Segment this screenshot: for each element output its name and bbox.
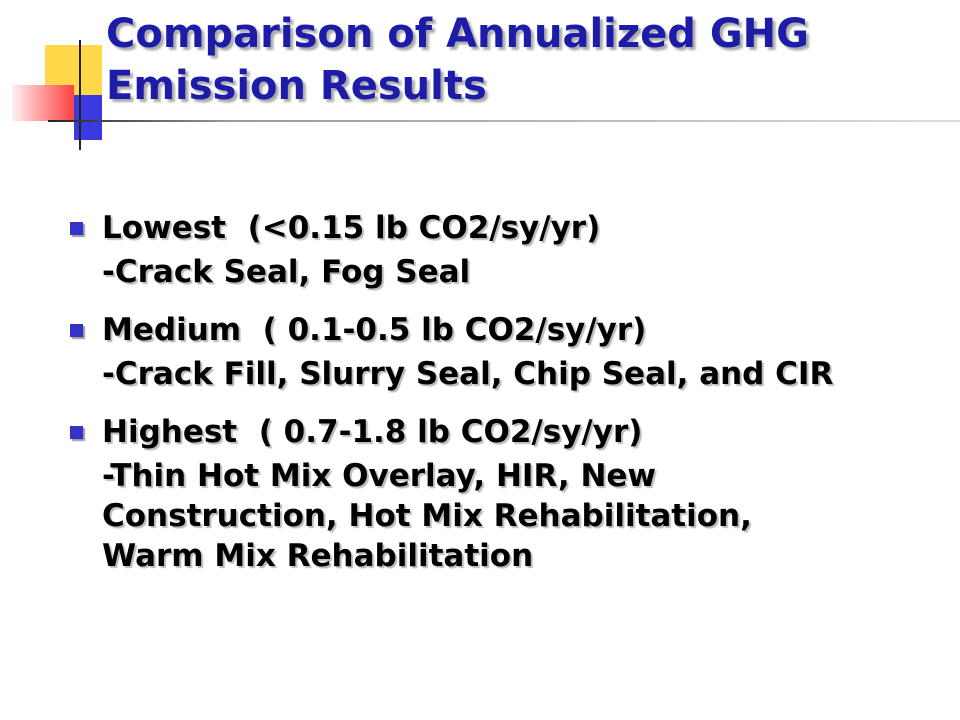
bullet-detail: -Crack Fill, Slurry Seal, Chip Seal, and… [102, 356, 834, 392]
blue-square [74, 95, 102, 140]
horizontal-line [48, 120, 960, 122]
bullet-item: Highest ( 0.7-1.8 lb CO2/sy/yr) -Thin Ho… [70, 408, 860, 590]
bullet-detail: -Crack Seal, Fog Seal [102, 254, 471, 290]
red-square [12, 85, 74, 121]
bullet-heading: Highest ( 0.7-1.8 lb CO2/sy/yr) [102, 414, 643, 450]
slide-title: Comparison of Annualized GHG Emission Re… [106, 11, 823, 109]
bullet-heading: Lowest (<0.15 lb CO2/sy/yr) [102, 210, 601, 246]
vertical-line [79, 40, 81, 150]
bullet-list: Lowest (<0.15 lb CO2/sy/yr) -Crack Seal,… [70, 204, 860, 590]
bullet-detail: -Thin Hot Mix Overlay, HIR, New Construc… [102, 458, 752, 574]
bullet-item: Medium ( 0.1-0.5 lb CO2/sy/yr) -Crack Fi… [70, 306, 860, 408]
bullet-item: Lowest (<0.15 lb CO2/sy/yr) -Crack Seal,… [70, 204, 860, 306]
bullet-heading: Medium ( 0.1-0.5 lb CO2/sy/yr) [102, 312, 647, 348]
